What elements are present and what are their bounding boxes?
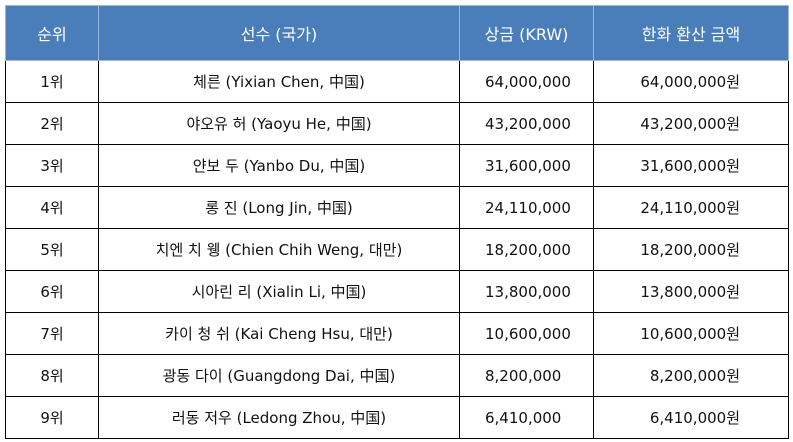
krw-cell: 6,410,000원 [593, 396, 789, 439]
table-row: 7위 카이 청 쉬 (Kai Cheng Hsu, 대만) 10,600,000… [5, 312, 789, 355]
table-row: 2위 야오유 허 (Yaoyu He, 中国) 43,200,000 43,20… [5, 102, 789, 145]
rank-cell: 2위 [5, 102, 99, 145]
player-cell: 러동 저우 (Ledong Zhou, 中国) [98, 396, 460, 439]
table-row: 5위 치엔 치 웽 (Chien Chih Weng, 대만) 18,200,0… [5, 228, 789, 271]
krw-cell: 8,200,000원 [593, 354, 789, 397]
table-row: 9위 러동 저우 (Ledong Zhou, 中国) 6,410,000 6,4… [5, 396, 789, 439]
player-cell: 카이 청 쉬 (Kai Cheng Hsu, 대만) [98, 312, 460, 355]
krw-cell: 13,800,000원 [593, 270, 789, 313]
rank-cell: 3위 [5, 144, 99, 187]
krw-cell: 18,200,000원 [593, 228, 789, 271]
header-prize: 상금 (KRW) [459, 5, 594, 61]
header-rank: 순위 [5, 5, 99, 61]
prize-cell: 13,800,000 [459, 270, 594, 313]
prize-table: 순위 선수 (국가) 상금 (KRW) 한화 환산 금액 1위 체른 (Yixi… [5, 5, 789, 439]
krw-cell: 43,200,000원 [593, 102, 789, 145]
prize-cell: 64,000,000 [459, 60, 594, 103]
player-cell: 롱 진 (Long Jin, 中国) [98, 186, 460, 229]
prize-cell: 10,600,000 [459, 312, 594, 355]
rank-cell: 6위 [5, 270, 99, 313]
table-row: 1위 체른 (Yixian Chen, 中国) 64,000,000 64,00… [5, 60, 789, 103]
prize-cell: 6,410,000 [459, 396, 594, 439]
krw-cell: 31,600,000원 [593, 144, 789, 187]
krw-cell: 10,600,000원 [593, 312, 789, 355]
rank-cell: 7위 [5, 312, 99, 355]
rank-cell: 9위 [5, 396, 99, 439]
header-row: 순위 선수 (국가) 상금 (KRW) 한화 환산 금액 [5, 5, 789, 61]
prize-cell: 8,200,000 [459, 354, 594, 397]
header-player: 선수 (국가) [98, 5, 460, 61]
header-krw: 한화 환산 금액 [593, 5, 789, 61]
rank-cell: 4위 [5, 186, 99, 229]
krw-cell: 24,110,000원 [593, 186, 789, 229]
table-row: 8위 광동 다이 (Guangdong Dai, 中国) 8,200,000 8… [5, 354, 789, 397]
player-cell: 얀보 두 (Yanbo Du, 中国) [98, 144, 460, 187]
player-cell: 야오유 허 (Yaoyu He, 中国) [98, 102, 460, 145]
rank-cell: 5위 [5, 228, 99, 271]
table-row: 4위 롱 진 (Long Jin, 中国) 24,110,000 24,110,… [5, 186, 789, 229]
prize-cell: 18,200,000 [459, 228, 594, 271]
player-cell: 치엔 치 웽 (Chien Chih Weng, 대만) [98, 228, 460, 271]
table-row: 3위 얀보 두 (Yanbo Du, 中国) 31,600,000 31,600… [5, 144, 789, 187]
prize-cell: 43,200,000 [459, 102, 594, 145]
rank-cell: 8위 [5, 354, 99, 397]
player-cell: 광동 다이 (Guangdong Dai, 中国) [98, 354, 460, 397]
player-cell: 시아린 리 (Xialin Li, 中国) [98, 270, 460, 313]
prize-cell: 31,600,000 [459, 144, 594, 187]
krw-cell: 64,000,000원 [593, 60, 789, 103]
player-cell: 체른 (Yixian Chen, 中国) [98, 60, 460, 103]
prize-cell: 24,110,000 [459, 186, 594, 229]
rank-cell: 1위 [5, 60, 99, 103]
table-row: 6위 시아린 리 (Xialin Li, 中国) 13,800,000 13,8… [5, 270, 789, 313]
